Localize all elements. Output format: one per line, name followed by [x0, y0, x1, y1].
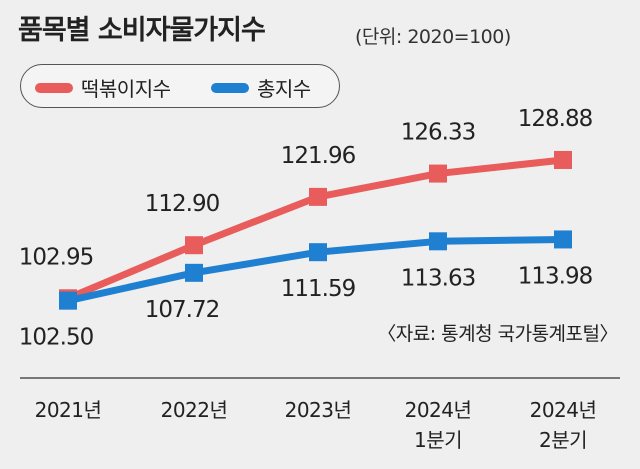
data-point-blue-0: [59, 291, 77, 310]
data-point-blue-2: [309, 243, 327, 262]
unit-note: (단위: 2020=100): [355, 26, 511, 48]
data-label-red-4: 128.88: [518, 106, 593, 132]
legend-item-red: 떡볶이지수: [35, 73, 171, 102]
source-note: 〈자료: 통계청 국가통계포털〉: [377, 323, 618, 345]
legend: 떡볶이지수 총지수: [20, 64, 340, 108]
data-label-red-0: 102.95: [19, 244, 93, 270]
data-label-blue-4: 113.98: [518, 263, 593, 289]
data-point-blue-1: [185, 263, 203, 282]
x-tick-label-2: 2023년: [285, 398, 352, 422]
data-point-red-4: [554, 150, 572, 169]
legend-label-red: 떡볶이지수: [81, 77, 171, 101]
data-point-red-3: [429, 164, 447, 183]
data-label-blue-2: 111.59: [281, 276, 356, 302]
legend-swatch-red: [35, 82, 73, 93]
data-label-blue-3: 113.63: [401, 265, 475, 291]
x-tick-label-4-line-0: 2024년: [530, 398, 597, 422]
x-tick-label-3-line-0: 2024년: [405, 398, 472, 422]
legend-label-blue: 총지수: [257, 77, 311, 101]
x-tick-label-1: 2022년: [161, 398, 228, 422]
x-tick-label-3-line-1: 1분기: [414, 428, 462, 452]
data-point-blue-4: [554, 230, 572, 249]
data-label-blue-0: 102.50: [19, 325, 94, 351]
x-tick-label-0: 2021년: [35, 398, 102, 422]
x-tick-label-4-line-1: 2분기: [539, 428, 587, 452]
data-point-red-1: [185, 236, 203, 255]
x-axis-line: [20, 377, 620, 379]
chart-title: 품목별 소비자물가지수: [18, 15, 266, 46]
legend-item-blue: 총지수: [211, 73, 311, 102]
data-label-blue-1: 107.72: [145, 297, 219, 323]
data-point-blue-3: [429, 232, 447, 251]
data-label-red-3: 126.33: [401, 120, 475, 146]
data-label-red-1: 112.90: [145, 191, 220, 217]
data-label-red-2: 121.96: [281, 143, 356, 169]
data-point-red-2: [309, 187, 327, 206]
legend-swatch-blue: [211, 82, 249, 93]
